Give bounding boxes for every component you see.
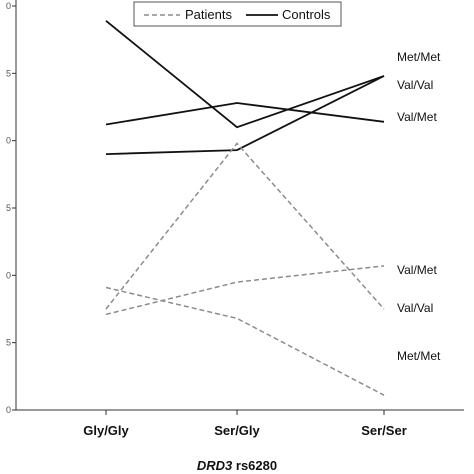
x-tick-label: Ser/Ser xyxy=(361,423,407,438)
annotation-patients-val-val: Val/Val xyxy=(397,301,433,315)
axes xyxy=(15,0,464,411)
series-group xyxy=(105,20,385,396)
y-tick-label: 5 xyxy=(6,203,11,213)
legend-patients-label: Patients xyxy=(185,7,232,22)
annotation-controls-met-met: Met/Met xyxy=(397,50,441,64)
x-tick-label: Ser/Gly xyxy=(214,423,260,438)
y-ticks: 0 5 0 5 0 5 0 xyxy=(6,1,16,415)
x-axis-title-variant: rs6280 xyxy=(232,458,277,473)
series-line-controls-val-val xyxy=(105,102,385,126)
annotation-controls-val-val: Val/Val xyxy=(397,78,433,92)
annotations: Met/Met Val/Val Val/Met Val/Met Val/Val … xyxy=(397,50,441,363)
series-line-controls-met-met xyxy=(105,20,385,129)
y-tick-label: 0 xyxy=(6,1,11,11)
annotation-controls-val-met: Val/Met xyxy=(397,110,437,124)
y-tick-label: 0 xyxy=(6,270,11,280)
series-line-patients-val-met xyxy=(105,265,385,316)
x-axis-title: DRD3 rs6280 xyxy=(197,458,277,473)
legend-controls-label: Controls xyxy=(282,7,331,22)
series-line-controls-val-met xyxy=(105,75,385,155)
y-tick-label: 0 xyxy=(6,136,11,146)
legend-box xyxy=(133,1,342,27)
y-tick-label: 5 xyxy=(6,68,11,78)
y-tick-label: 5 xyxy=(6,338,11,348)
legend: Patients Controls xyxy=(133,1,342,27)
series-line-patients-met-met xyxy=(105,286,385,396)
annotation-patients-val-met: Val/Met xyxy=(397,263,437,277)
x-ticks: Gly/Gly Ser/Gly Ser/Ser xyxy=(83,410,407,438)
series-line-patients-val-val xyxy=(105,142,385,310)
annotation-patients-met-met: Met/Met xyxy=(397,349,441,363)
x-axis-title-gene: DRD3 xyxy=(197,458,233,473)
x-tick-label: Gly/Gly xyxy=(83,423,129,438)
y-tick-label: 0 xyxy=(6,405,11,415)
